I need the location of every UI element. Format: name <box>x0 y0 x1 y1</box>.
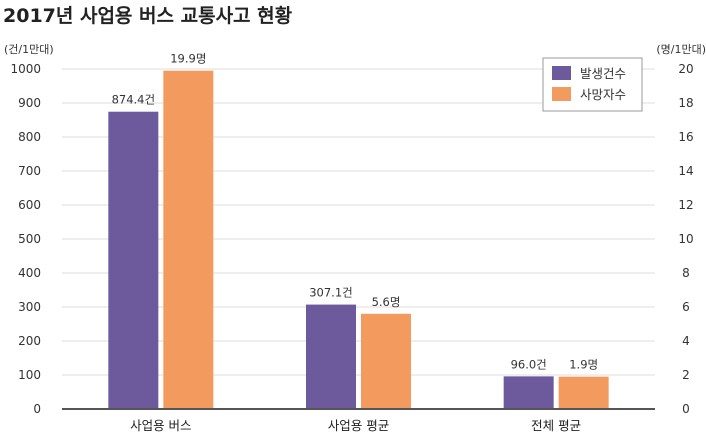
data-label: 1.9명 <box>569 358 598 372</box>
right-tick-label: 12 <box>678 198 693 212</box>
chart-title: 2017년 사업용 버스 교통사고 현황 <box>3 4 293 27</box>
right-tick-label: 14 <box>678 164 693 178</box>
left-axis-unit: (건/1만대) <box>4 43 54 56</box>
left-axis-ticks: 0 100 200 300 400 500 600 700 800 900 1000 <box>10 62 41 416</box>
left-tick-label: 100 <box>18 368 41 382</box>
left-tick-label: 0 <box>33 402 41 416</box>
right-tick-label: 0 <box>682 402 690 416</box>
right-tick-label: 2 <box>682 368 690 382</box>
category-label: 사업용 버스 <box>130 418 191 433</box>
left-tick-label: 200 <box>18 334 41 348</box>
bar-deaths <box>163 70 214 409</box>
bar-deaths <box>558 376 609 409</box>
left-tick-label: 600 <box>18 198 41 212</box>
legend-label: 발생건수 <box>580 66 626 81</box>
data-label: 874.4건 <box>112 93 156 107</box>
left-tick-label: 400 <box>18 266 41 280</box>
right-tick-label: 10 <box>678 232 693 246</box>
left-tick-label: 1000 <box>10 62 41 76</box>
data-label: 307.1건 <box>309 286 353 300</box>
right-axis-ticks: 0 2 4 6 8 10 12 14 16 18 20 <box>678 62 693 416</box>
right-tick-label: 6 <box>682 300 690 314</box>
left-tick-label: 800 <box>18 130 41 144</box>
bars <box>108 70 609 409</box>
legend-label: 사망자수 <box>580 87 626 102</box>
right-tick-label: 4 <box>682 334 690 348</box>
data-label: 5.6명 <box>372 295 401 309</box>
left-tick-label: 700 <box>18 164 41 178</box>
right-tick-label: 20 <box>678 62 693 76</box>
right-tick-label: 18 <box>678 96 693 110</box>
legend-swatch <box>552 66 571 80</box>
bar-deaths <box>361 313 411 409</box>
legend-swatch <box>552 87 571 101</box>
category-labels: 사업용 버스 사업용 평균 전체 평균 <box>130 418 581 433</box>
left-tick-label: 500 <box>18 232 41 246</box>
right-axis-unit: (명/1만대) <box>656 43 706 56</box>
right-tick-label: 16 <box>678 130 693 144</box>
bar-incidents <box>108 111 159 409</box>
data-label: 96.0건 <box>511 357 547 371</box>
bar-incidents <box>306 304 356 409</box>
right-tick-label: 8 <box>682 266 690 280</box>
category-label: 사업용 평균 <box>328 418 389 433</box>
category-label: 전체 평균 <box>531 418 581 433</box>
left-tick-label: 900 <box>18 96 41 110</box>
data-label: 19.9명 <box>170 52 206 66</box>
left-tick-label: 300 <box>18 300 41 314</box>
data-labels: 874.4건 19.9명 307.1건 5.6명 96.0건 1.9명 <box>112 52 599 372</box>
bar-incidents <box>503 376 554 409</box>
